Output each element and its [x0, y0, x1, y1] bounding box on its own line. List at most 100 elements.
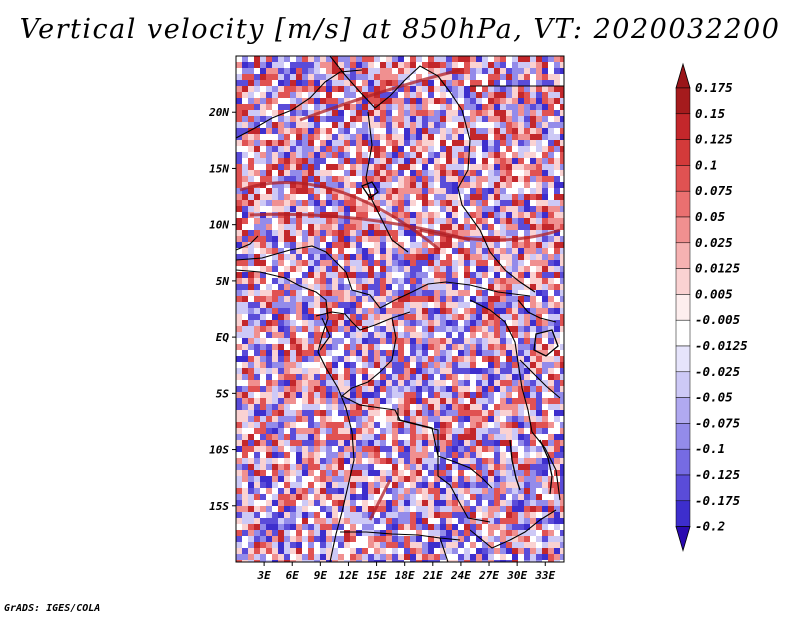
field-cell — [254, 170, 260, 176]
field-cell — [428, 542, 434, 548]
field-cell — [524, 446, 530, 452]
field-cell — [284, 494, 290, 500]
field-cell — [422, 176, 428, 182]
field-cell — [368, 464, 374, 470]
field-cell — [476, 254, 482, 260]
field-cell — [290, 434, 296, 440]
field-cell — [440, 182, 446, 188]
field-cell — [524, 416, 530, 422]
field-cell — [446, 524, 452, 530]
field-cell — [314, 56, 320, 62]
field-cell — [362, 440, 368, 446]
field-cell — [236, 386, 242, 392]
field-cell — [278, 554, 284, 560]
field-cell — [500, 506, 506, 512]
field-cell — [284, 548, 290, 554]
field-cell — [380, 320, 386, 326]
field-cell — [248, 482, 254, 488]
field-cell — [392, 152, 398, 158]
field-cell — [464, 434, 470, 440]
field-cell — [296, 122, 302, 128]
field-cell — [560, 104, 564, 110]
field-cell — [416, 530, 422, 536]
field-cell — [386, 326, 392, 332]
field-cell — [278, 422, 284, 428]
field-cell — [464, 164, 470, 170]
field-cell — [398, 170, 404, 176]
field-cell — [374, 164, 380, 170]
field-cell — [284, 134, 290, 140]
field-cell — [314, 200, 320, 206]
field-cell — [422, 224, 428, 230]
field-cell — [404, 266, 410, 272]
field-cell — [296, 80, 302, 86]
field-cell — [248, 404, 254, 410]
field-cell — [362, 356, 368, 362]
colorbar-label: 0.005 — [695, 286, 733, 301]
field-cell — [380, 176, 386, 182]
field-cell — [338, 374, 344, 380]
field-cell — [302, 326, 308, 332]
field-cell — [320, 506, 326, 512]
field-cell — [374, 554, 380, 560]
colorbar-swatch — [675, 268, 691, 295]
field-cell — [512, 422, 518, 428]
colorbar-label: 0.15 — [695, 106, 726, 121]
field-cell — [386, 488, 392, 494]
field-cell — [314, 314, 320, 320]
field-cell — [404, 494, 410, 500]
field-cell — [338, 518, 344, 524]
field-cell — [446, 416, 452, 422]
field-cell — [554, 128, 560, 134]
field-cell — [392, 98, 398, 104]
field-cell — [362, 506, 368, 512]
field-cell — [272, 422, 278, 428]
field-cell — [284, 332, 290, 338]
field-cell — [332, 440, 338, 446]
field-cell — [494, 152, 500, 158]
field-cell — [530, 230, 536, 236]
field-cell — [326, 488, 332, 494]
field-cell — [302, 188, 308, 194]
field-cell — [266, 236, 272, 242]
field-cell — [242, 302, 248, 308]
field-cell — [320, 278, 326, 284]
field-cell — [554, 542, 560, 548]
field-cell — [344, 56, 350, 62]
field-cell — [542, 434, 548, 440]
field-cell — [278, 326, 284, 332]
field-cell — [446, 284, 452, 290]
field-cell — [398, 464, 404, 470]
field-cell — [326, 92, 332, 98]
field-cell — [242, 314, 248, 320]
field-cell — [266, 206, 272, 212]
field-cell — [296, 68, 302, 74]
field-cell — [398, 134, 404, 140]
field-cell — [530, 422, 536, 428]
field-cell — [302, 278, 308, 284]
field-cell — [278, 194, 284, 200]
field-cell — [464, 380, 470, 386]
field-cell — [560, 548, 564, 554]
field-cell — [356, 314, 362, 320]
field-cell — [326, 128, 332, 134]
field-cell — [524, 296, 530, 302]
field-cell — [302, 344, 308, 350]
field-cell — [518, 188, 524, 194]
field-cell — [338, 272, 344, 278]
field-cell — [536, 110, 542, 116]
field-cell — [434, 440, 440, 446]
field-cell — [314, 284, 320, 290]
field-cell — [272, 194, 278, 200]
field-cell — [416, 338, 422, 344]
field-cell — [278, 314, 284, 320]
field-cell — [446, 74, 452, 80]
field-cell — [350, 182, 356, 188]
field-cell — [452, 314, 458, 320]
lon-tick-label: 27E — [478, 569, 499, 582]
field-cell — [332, 152, 338, 158]
field-cell — [380, 86, 386, 92]
field-cell — [398, 416, 404, 422]
field-cell — [266, 476, 272, 482]
field-cell — [470, 404, 476, 410]
